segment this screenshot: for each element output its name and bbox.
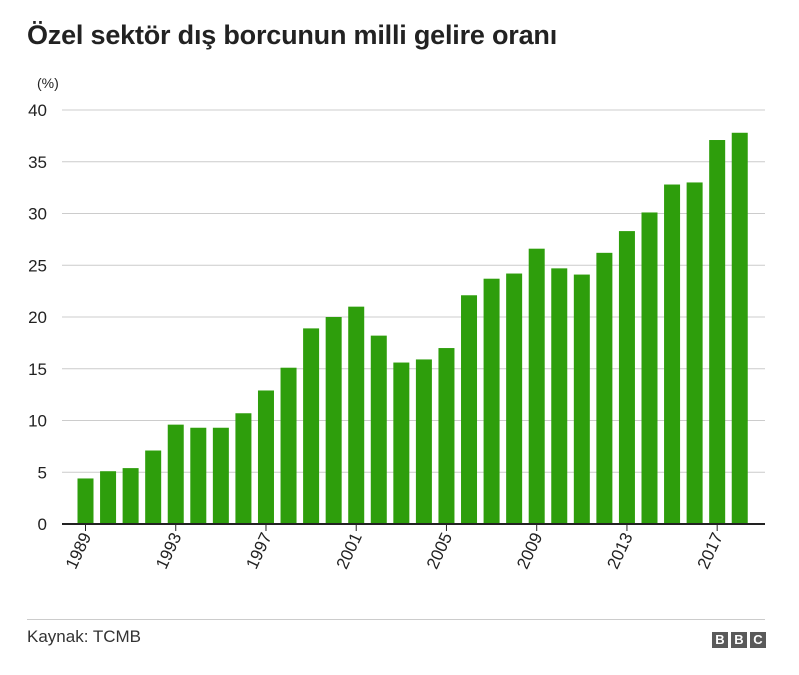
- bar-1996: [235, 413, 252, 524]
- bar-2010: [551, 268, 568, 524]
- x-axis-ticks: 1989 1993 1997 2001 2005 2009 2013 2017: [62, 524, 727, 572]
- x-tick-label: 2009: [513, 530, 546, 572]
- y-tick-label: 5: [38, 463, 47, 482]
- footer-divider: [27, 619, 765, 620]
- bar-2005: [438, 348, 455, 524]
- bar-1992: [145, 450, 162, 524]
- bar-2014: [641, 212, 658, 524]
- y-tick-label: 25: [28, 256, 47, 275]
- bar-1998: [280, 367, 297, 524]
- bar-1995: [212, 427, 229, 524]
- x-tick-label: 2005: [423, 530, 456, 572]
- x-tick-label: 2001: [333, 530, 366, 572]
- x-tick: 1997: [242, 524, 276, 572]
- x-tick: 2005: [423, 524, 456, 572]
- bar-2006: [461, 295, 478, 524]
- bar-1991: [122, 468, 139, 524]
- y-tick-label: 15: [28, 360, 47, 379]
- bar-2008: [506, 273, 523, 524]
- x-tick: 1989: [62, 524, 95, 572]
- x-tick-label: 1989: [62, 530, 95, 572]
- bars: [77, 132, 748, 524]
- bbc-logo-letter: C: [750, 632, 766, 648]
- x-tick-label: 2017: [694, 530, 727, 572]
- bbc-logo-letter: B: [731, 632, 747, 648]
- y-tick-label: 20: [28, 308, 47, 327]
- bar-2015: [664, 184, 681, 524]
- bar-1989: [77, 478, 94, 524]
- y-axis-ticks: 0 5 10 15 20 25 30 35 40: [28, 101, 47, 534]
- bar-2002: [370, 335, 387, 524]
- bar-2001: [348, 306, 365, 524]
- bar-2000: [325, 317, 342, 524]
- source-text: Kaynak: TCMB: [27, 627, 142, 646]
- x-tick: 2001: [333, 524, 366, 572]
- x-tick-label: 1993: [152, 530, 185, 572]
- y-tick-label: 30: [28, 205, 47, 224]
- y-tick-label: 10: [28, 412, 47, 431]
- bar-2012: [596, 252, 613, 524]
- bar-2003: [393, 362, 410, 524]
- bbc-logo-letter: B: [712, 632, 728, 648]
- bar-2016: [686, 182, 703, 524]
- x-tick-label: 2013: [603, 530, 636, 572]
- bar-chart: 0 5 10 15 20 25 30 35 40 (%) 1989 1993 1997 2001 200…: [28, 75, 765, 572]
- bar-2009: [528, 248, 545, 524]
- chart-title: Özel sektör dış borcunun milli gelire or…: [27, 20, 558, 50]
- bar-1990: [100, 471, 117, 524]
- x-tick: 2013: [603, 524, 637, 572]
- bar-2011: [573, 274, 590, 524]
- x-tick: 2009: [513, 524, 546, 572]
- bar-1997: [257, 390, 274, 524]
- x-tick: 2017: [694, 524, 727, 572]
- bar-2007: [483, 278, 500, 524]
- bar-2018: [731, 132, 748, 524]
- y-tick-label: 35: [28, 153, 47, 172]
- bar-2013: [618, 231, 635, 524]
- gridlines: [62, 109, 765, 473]
- x-tick: 1993: [152, 524, 185, 572]
- x-tick-label: 1997: [242, 530, 275, 572]
- y-axis-label: (%): [37, 75, 59, 91]
- bar-1999: [303, 328, 320, 524]
- y-tick-label: 0: [38, 515, 47, 534]
- bar-1994: [190, 427, 207, 524]
- bar-1993: [167, 424, 184, 524]
- bar-2004: [415, 359, 432, 524]
- y-tick-label: 40: [28, 101, 47, 120]
- bar-2017: [709, 140, 726, 524]
- bbc-logo: B B C: [712, 632, 766, 648]
